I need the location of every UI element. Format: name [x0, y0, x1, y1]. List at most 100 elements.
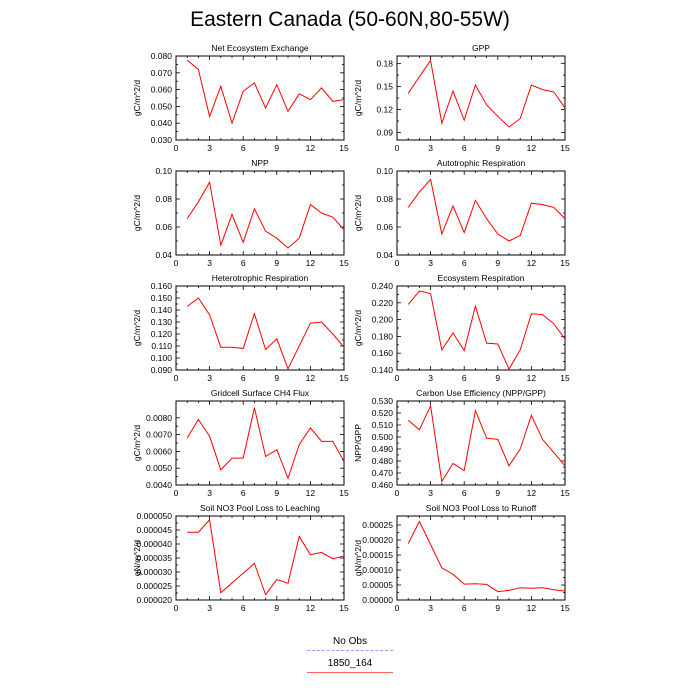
x-tick-label: 3 [428, 258, 433, 268]
x-tick-label: 9 [274, 488, 279, 498]
y-tick-label: 0.240 [372, 281, 394, 291]
y-tick-label: 0.0040 [146, 480, 172, 490]
x-tick-label: 3 [207, 258, 212, 268]
series-line-1 [407, 290, 565, 370]
plot-frame [396, 515, 566, 601]
y-tick-label: 0.10 [376, 166, 393, 176]
y-tick-label: 0.00020 [362, 535, 393, 545]
x-tick-label: 9 [495, 603, 500, 613]
panel-title: Carbon Use Efficiency (NPP/GPP) [416, 388, 546, 398]
y-tick-label: 0.0060 [146, 446, 172, 456]
series-line-1 [407, 404, 565, 483]
y-tick-label: 0.490 [372, 444, 394, 454]
y-tick-label: 0.200 [372, 315, 394, 325]
series-line-1 [186, 297, 344, 370]
y-tick-label: 0.000050 [137, 511, 173, 521]
x-tick-label: 3 [207, 143, 212, 153]
panel-3: NPP gC/m^2/d 0 3 6 9 12 15 0.04 0.06 0.08 0.10 [132, 158, 349, 268]
x-tick-label: 0 [395, 488, 400, 498]
legend-label: 1850_164 [327, 658, 373, 669]
x-tick-label: 12 [306, 143, 316, 153]
x-tick-label: 15 [339, 143, 349, 153]
x-tick-label: 6 [462, 258, 467, 268]
x-tick-label: 6 [241, 373, 246, 383]
x-tick-label: 12 [527, 603, 537, 613]
x-tick-label: 3 [428, 603, 433, 613]
y-tick-label: 0.000040 [137, 539, 173, 549]
x-tick-label: 12 [306, 488, 316, 498]
x-tick-label: 15 [560, 258, 570, 268]
y-axis-label: gC/m^2/d [132, 80, 142, 116]
x-tick-label: 6 [462, 373, 467, 383]
y-tick-label: 0.050 [151, 101, 173, 111]
series-line-1 [186, 407, 344, 480]
y-tick-label: 0.220 [372, 298, 394, 308]
y-axis-label: gC/m^2/d [132, 195, 142, 231]
y-tick-label: 0.100 [151, 353, 173, 363]
y-axis-label: gC/m^2/d [132, 310, 142, 346]
x-tick-label: 12 [306, 258, 316, 268]
panel-title: NPP [251, 158, 269, 168]
panel-title: Net Ecosystem Exchange [211, 43, 309, 53]
series-line-1 [186, 59, 344, 125]
y-tick-label: 0.000020 [137, 595, 173, 605]
y-tick-label: 0.00000 [362, 595, 393, 605]
y-tick-label: 0.04 [376, 250, 393, 260]
y-tick-label: 0.12 [376, 104, 393, 114]
y-tick-label: 0.480 [372, 456, 394, 466]
y-axis-label: gC/m^2/d [353, 310, 363, 346]
panel-title: GPP [472, 43, 490, 53]
x-tick-label: 9 [495, 258, 500, 268]
x-tick-label: 3 [428, 488, 433, 498]
y-tick-label: 0.060 [151, 85, 173, 95]
panel-title: Ecosystem Respiration [438, 273, 525, 283]
y-tick-label: 0.150 [151, 293, 173, 303]
x-tick-label: 6 [241, 488, 246, 498]
y-tick-label: 0.00025 [362, 520, 393, 530]
y-tick-label: 0.08 [376, 194, 393, 204]
y-axis-label: gN/m^2/d [132, 540, 142, 576]
plot-frame [396, 170, 566, 256]
x-tick-label: 15 [339, 373, 349, 383]
page-title: Eastern Canada (50-60N,80-55W) [190, 8, 510, 31]
plot-frame [396, 400, 566, 486]
panel-title: Autotrophic Respiration [437, 158, 526, 168]
x-tick-label: 6 [462, 488, 467, 498]
series-line-1 [407, 178, 565, 242]
series-line-1 [407, 520, 565, 593]
legend-swatch-dashed [307, 650, 393, 651]
x-tick-label: 6 [462, 143, 467, 153]
y-tick-label: 0.120 [151, 329, 173, 339]
x-tick-label: 12 [527, 488, 537, 498]
x-tick-label: 9 [495, 143, 500, 153]
y-tick-label: 0.090 [151, 365, 173, 375]
plot-frame [175, 55, 345, 141]
plot-frame [175, 170, 345, 256]
x-tick-label: 12 [306, 373, 316, 383]
panel-title: Soil NO3 Pool Loss to Leaching [200, 503, 320, 513]
x-tick-label: 0 [174, 603, 179, 613]
x-tick-label: 15 [560, 603, 570, 613]
panel-10: Soil NO3 Pool Loss to Runoff gN/m^2/d 0 3 6 9… [353, 503, 570, 613]
legend-label: No Obs [333, 636, 367, 647]
y-tick-label: 0.070 [151, 68, 173, 78]
y-tick-label: 0.06 [155, 222, 172, 232]
y-tick-label: 0.09 [376, 127, 393, 137]
x-tick-label: 9 [495, 488, 500, 498]
x-tick-label: 9 [274, 258, 279, 268]
y-tick-label: 0.080 [151, 51, 173, 61]
y-tick-label: 0.030 [151, 135, 173, 145]
y-tick-label: 0.160 [372, 348, 394, 358]
y-tick-label: 0.470 [372, 468, 394, 478]
legend-entry-no-obs: No Obs [0, 636, 700, 651]
x-tick-label: 12 [527, 373, 537, 383]
x-tick-label: 12 [527, 143, 537, 153]
x-tick-label: 6 [241, 603, 246, 613]
panel-title: Heterotrophic Respiration [212, 273, 309, 283]
series-line-1 [186, 180, 344, 249]
plot-frame [396, 55, 566, 141]
y-tick-label: 0.18 [376, 59, 393, 69]
x-tick-label: 0 [174, 143, 179, 153]
x-tick-label: 3 [428, 143, 433, 153]
